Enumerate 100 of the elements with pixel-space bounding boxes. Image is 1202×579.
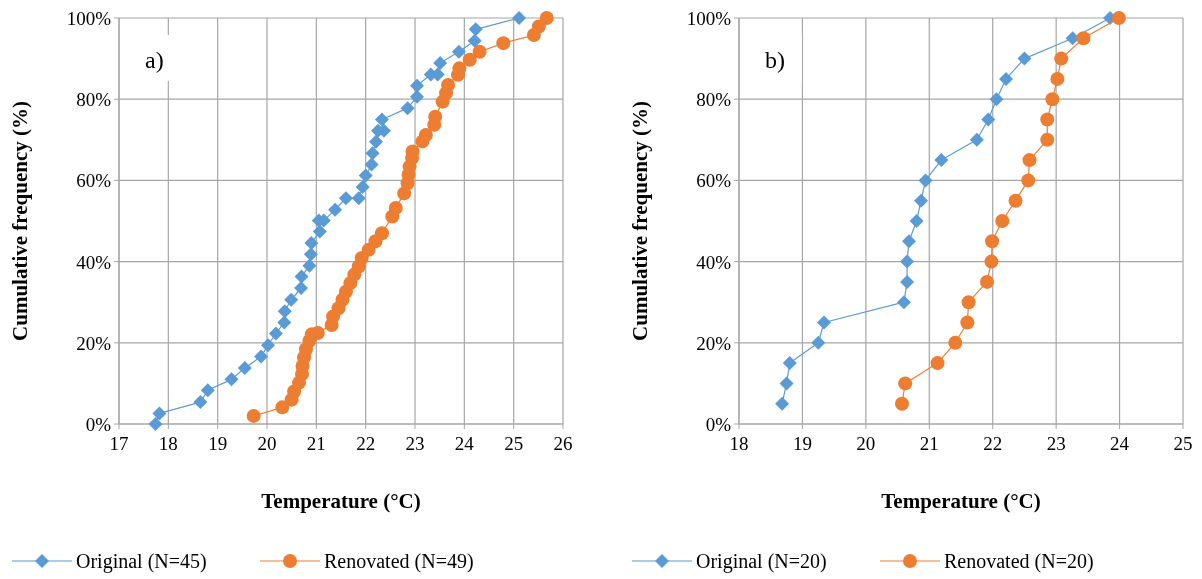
point <box>433 56 448 71</box>
point <box>374 112 389 127</box>
point <box>816 315 831 330</box>
x-tick-label: 22 <box>356 433 376 454</box>
point <box>898 376 913 391</box>
x-axis-title: Temperature (°C) <box>881 489 1041 513</box>
point <box>961 295 976 310</box>
point <box>364 157 379 172</box>
y-axis-title: Cumulative frequency (%) <box>628 101 652 341</box>
point <box>358 168 373 183</box>
x-tick-label: 23 <box>1046 433 1066 454</box>
point <box>462 52 477 67</box>
x-tick-label: 20 <box>856 433 876 454</box>
point <box>779 376 794 391</box>
y-tick-label: 40% <box>76 251 112 273</box>
point <box>237 360 252 375</box>
annotation: b) <box>765 47 785 73</box>
point <box>539 11 554 25</box>
point <box>388 201 403 216</box>
point <box>969 132 984 147</box>
point <box>468 22 483 37</box>
point <box>338 191 353 206</box>
point <box>895 396 910 411</box>
annotation: a) <box>145 47 164 73</box>
point <box>782 356 797 371</box>
point <box>284 292 299 307</box>
y-tick-label: 20% <box>76 332 112 354</box>
point <box>451 44 466 59</box>
y-tick-label: 40% <box>696 251 732 273</box>
point <box>1111 11 1126 25</box>
x-tick-label: 21 <box>919 433 939 454</box>
x-tick-label: 25 <box>1173 433 1193 454</box>
point <box>989 92 1004 107</box>
point <box>934 153 949 168</box>
legend-label: Original (N=45) <box>76 550 207 573</box>
y-tick-label: 0% <box>705 414 732 435</box>
point <box>467 33 482 48</box>
point <box>1017 51 1032 66</box>
point <box>452 61 467 76</box>
point <box>409 78 424 93</box>
point <box>981 112 996 127</box>
y-tick-label: 100% <box>686 8 732 29</box>
point <box>275 400 290 415</box>
point <box>960 315 975 330</box>
point <box>985 234 1000 249</box>
point <box>995 214 1010 228</box>
point <box>246 408 261 423</box>
point <box>900 274 915 289</box>
x-tick-label: 21 <box>306 433 326 454</box>
point <box>277 315 292 330</box>
point <box>1021 173 1036 188</box>
point <box>900 254 915 269</box>
point <box>304 235 319 250</box>
point <box>428 109 443 124</box>
point <box>260 338 275 353</box>
point <box>312 224 327 239</box>
x-tick-label: 18 <box>158 433 178 454</box>
point <box>409 89 424 104</box>
point <box>254 349 269 364</box>
point <box>948 335 963 350</box>
x-tick-label: 18 <box>729 433 749 454</box>
legend-label: Original (N=20) <box>696 550 827 573</box>
y-tick-label: 100% <box>66 8 112 29</box>
point <box>224 372 239 387</box>
point <box>365 146 380 161</box>
x-tick-label: 24 <box>1110 433 1130 454</box>
point <box>930 356 945 371</box>
point <box>984 254 999 269</box>
point <box>152 406 167 421</box>
point <box>355 179 370 194</box>
point <box>400 101 415 116</box>
y-axis-title: Cumulative frequency (%) <box>8 101 32 341</box>
point <box>1054 51 1069 66</box>
x-tick-label: 17 <box>109 433 129 454</box>
point <box>918 173 933 188</box>
point <box>1076 31 1091 46</box>
legend-label: Renovated (N=49) <box>324 550 474 573</box>
point <box>1008 193 1023 208</box>
point <box>914 193 929 208</box>
x-tick-label: 26 <box>553 433 573 454</box>
point <box>148 417 163 431</box>
point <box>303 247 318 262</box>
point <box>909 214 924 228</box>
y-tick-label: 80% <box>76 89 112 111</box>
y-tick-label: 80% <box>696 89 732 111</box>
x-tick-label: 22 <box>983 433 1003 454</box>
x-tick-label: 25 <box>504 433 524 454</box>
point <box>302 258 317 273</box>
point <box>369 134 384 149</box>
point <box>328 202 343 217</box>
point <box>496 36 511 51</box>
point <box>200 383 215 398</box>
point <box>351 191 366 206</box>
point <box>418 127 433 142</box>
x-tick-label: 23 <box>405 433 425 454</box>
y-tick-label: 60% <box>76 170 112 192</box>
x-tick-label: 20 <box>257 433 277 454</box>
point <box>1040 112 1055 127</box>
y-tick-label: 0% <box>85 414 112 435</box>
point <box>512 11 527 25</box>
